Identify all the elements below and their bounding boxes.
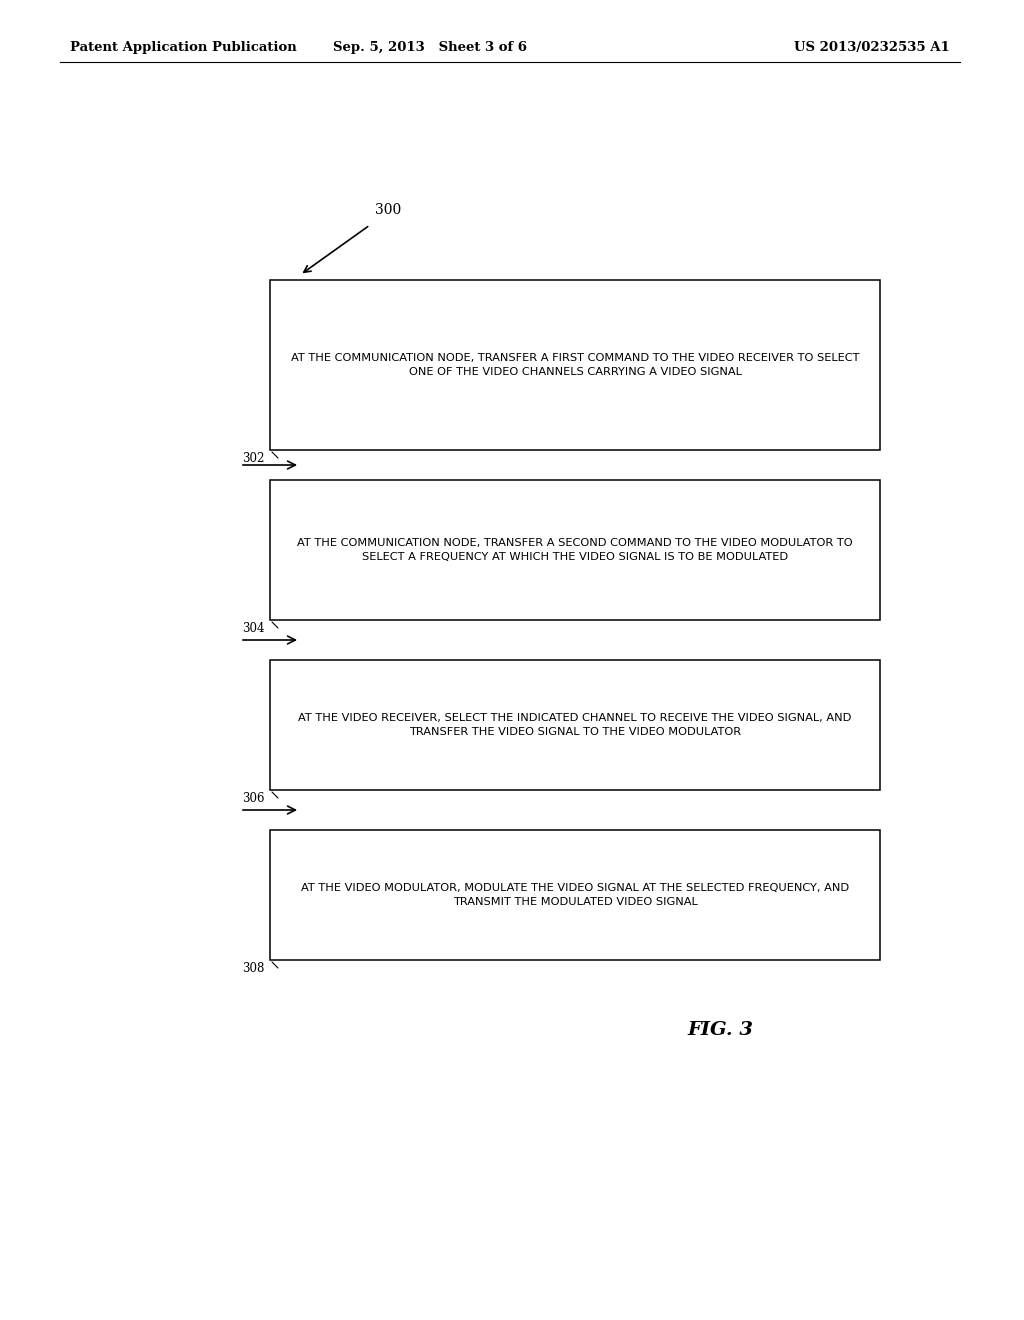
Text: FIG. 3: FIG. 3 (687, 1020, 753, 1039)
Text: Sep. 5, 2013   Sheet 3 of 6: Sep. 5, 2013 Sheet 3 of 6 (333, 41, 527, 54)
Text: 302: 302 (242, 451, 264, 465)
Bar (270, 280, 880, 450)
Text: 304: 304 (242, 622, 264, 635)
Text: 308: 308 (242, 962, 264, 975)
Text: AT THE VIDEO RECEIVER, SELECT THE INDICATED CHANNEL TO RECEIVE THE VIDEO SIGNAL,: AT THE VIDEO RECEIVER, SELECT THE INDICA… (298, 713, 852, 737)
Bar (270, 660, 880, 789)
Text: Patent Application Publication: Patent Application Publication (70, 41, 297, 54)
Text: AT THE VIDEO MODULATOR, MODULATE THE VIDEO SIGNAL AT THE SELECTED FREQUENCY, AND: AT THE VIDEO MODULATOR, MODULATE THE VID… (301, 883, 849, 907)
Text: US 2013/0232535 A1: US 2013/0232535 A1 (795, 41, 950, 54)
Bar (270, 830, 880, 960)
Text: AT THE COMMUNICATION NODE, TRANSFER A FIRST COMMAND TO THE VIDEO RECEIVER TO SEL: AT THE COMMUNICATION NODE, TRANSFER A FI… (291, 354, 859, 376)
Text: 300: 300 (375, 203, 401, 216)
Text: AT THE COMMUNICATION NODE, TRANSFER A SECOND COMMAND TO THE VIDEO MODULATOR TO
S: AT THE COMMUNICATION NODE, TRANSFER A SE… (297, 539, 853, 561)
Text: 306: 306 (242, 792, 264, 805)
Bar (270, 480, 880, 620)
